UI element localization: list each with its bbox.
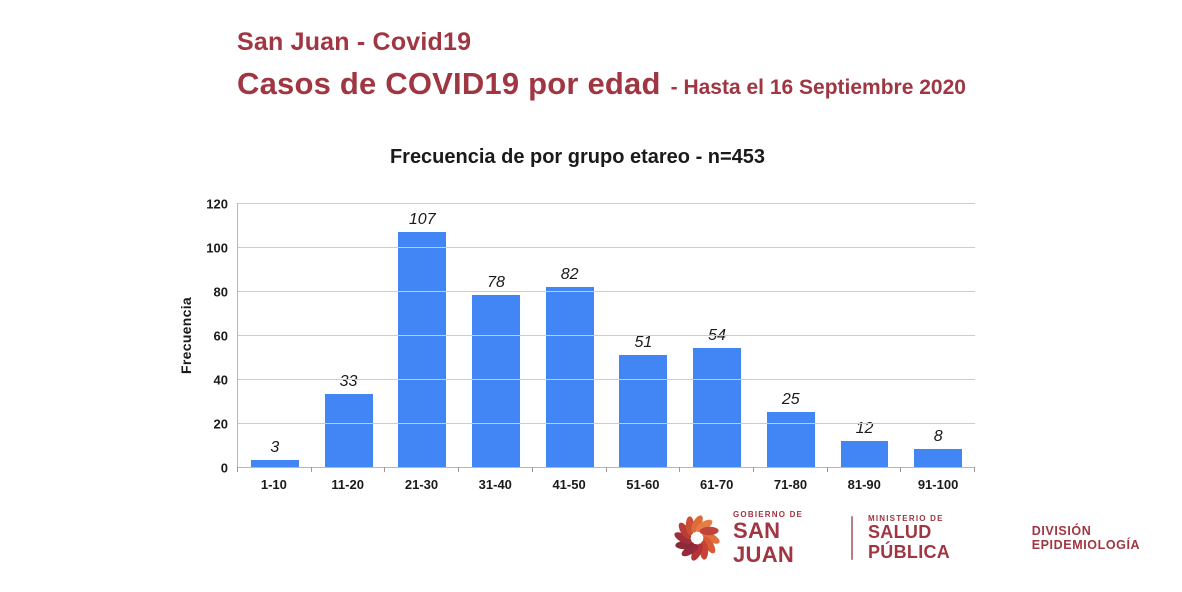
bar [250, 460, 299, 467]
report-title-date-suffix: - Hasta el 16 Septiembre 2020 [670, 76, 966, 99]
bar-slot: 8 [901, 203, 975, 467]
gridline [238, 203, 975, 204]
x-tick-mark [605, 467, 607, 472]
x-tick-mark [752, 467, 754, 472]
gridline [238, 423, 975, 424]
x-tick-mark [310, 467, 312, 472]
x-tick-mark [679, 467, 681, 472]
x-axis-labels: 1-10 11-20 21-30 31-40 41-50 51-60 61-70 71-80 8… [237, 477, 975, 492]
bar [398, 231, 447, 467]
x-tick-mark [384, 467, 386, 472]
san-juan-label: SAN JUAN [733, 518, 795, 567]
y-tick-label: 120 [206, 196, 228, 212]
bar [914, 449, 963, 467]
x-tick-label: 21-30 [404, 477, 439, 492]
y-tick-label: 60 [213, 328, 228, 344]
bars: 3 33 107 78 82 51 54 25 12 8 [238, 203, 975, 467]
x-tick-mark [974, 467, 975, 472]
san-juan-pinwheel-logo-icon [674, 515, 720, 561]
bar-slot: 3 [238, 203, 312, 467]
report-title-line1: San Juan - Covid19 [237, 28, 472, 56]
y-tick-label: 40 [213, 372, 228, 388]
x-tick-mark [531, 467, 533, 472]
bar [766, 412, 815, 467]
x-tick-mark [458, 467, 460, 472]
bar [472, 295, 520, 467]
bar-value-label: 54 [708, 327, 726, 345]
gridline [238, 379, 975, 380]
ministry-wordmark: MINISTERIO DE SALUD PÚBLICA [868, 514, 1000, 563]
bar-value-label: 8 [933, 428, 943, 446]
x-tick-label: 71-80 [773, 477, 808, 492]
bar-slot: 82 [533, 203, 607, 467]
bar-slot: 33 [312, 203, 386, 467]
plot-area: 3 33 107 78 82 51 54 25 12 8 0 20 40 60 80 100 120 [206, 197, 975, 476]
report-title-main: Casos de COVID19 por edad [237, 66, 661, 101]
x-tick-label: 61-70 [700, 477, 734, 492]
x-tick-label: 1-10 [260, 477, 287, 492]
x-tick-label: 41-50 [552, 477, 586, 492]
x-tick-mark [900, 467, 902, 472]
y-tick-label: 0 [220, 460, 228, 476]
bar-value-label: 78 [487, 274, 505, 292]
footer-divider [851, 516, 853, 560]
bar-slot: 54 [680, 203, 754, 467]
gobierno-de-label: GOBIERNO DE [733, 510, 804, 520]
x-tick-label: 51-60 [626, 477, 660, 492]
x-tick-label: 81-90 [847, 477, 881, 492]
bar-slot: 107 [385, 203, 459, 467]
report-header: San Juan - Covid19 Casos de COVID19 por … [237, 28, 966, 102]
salud-publica-label: SALUD PÚBLICA [868, 521, 951, 562]
bar-slot: 78 [459, 203, 533, 467]
bar [840, 440, 889, 467]
bar [619, 354, 668, 467]
gobierno-san-juan-wordmark: GOBIERNO DE SAN JUAN [733, 510, 833, 565]
bar-slot: 51 [607, 203, 681, 467]
bar [324, 394, 373, 467]
bar-value-label: 82 [560, 265, 579, 283]
bar-value-label: 12 [855, 419, 874, 437]
x-tick-label: 31-40 [478, 477, 512, 492]
bar-value-label: 51 [634, 333, 653, 351]
y-tick-label: 80 [213, 284, 228, 300]
gridline [238, 247, 975, 248]
bar-value-label: 33 [339, 373, 358, 391]
bar-value-label: 3 [270, 439, 280, 457]
bar-value-label: 107 [408, 210, 436, 228]
y-tick-label: 100 [206, 240, 228, 256]
bar [545, 286, 594, 467]
y-tick-label: 20 [213, 416, 228, 432]
bar-slot: 25 [754, 203, 828, 467]
footer-branding: GOBIERNO DE SAN JUAN MINISTERIO DE SALUD… [668, 509, 1182, 567]
x-tick-mark [826, 467, 828, 472]
bar-slot: 12 [828, 203, 902, 467]
x-tick-label: 11-20 [331, 477, 364, 492]
bar [693, 348, 742, 467]
x-tick-label: 91-100 [917, 477, 959, 492]
ministerio-de-label: MINISTERIO DE [868, 513, 944, 523]
bar-value-label: 25 [781, 391, 800, 408]
x-tick-mark [237, 467, 238, 472]
gridline [238, 335, 975, 336]
chart-title: Frecuencia de por grupo etareo - n=453 [389, 146, 766, 168]
gridline [238, 291, 975, 292]
division-epidemiologia-label: DIVISIÓN EPIDEMIOLOGÍA [1031, 524, 1141, 552]
report-title-line2: Casos de COVID19 por edad - Hasta el 16 … [237, 66, 966, 102]
